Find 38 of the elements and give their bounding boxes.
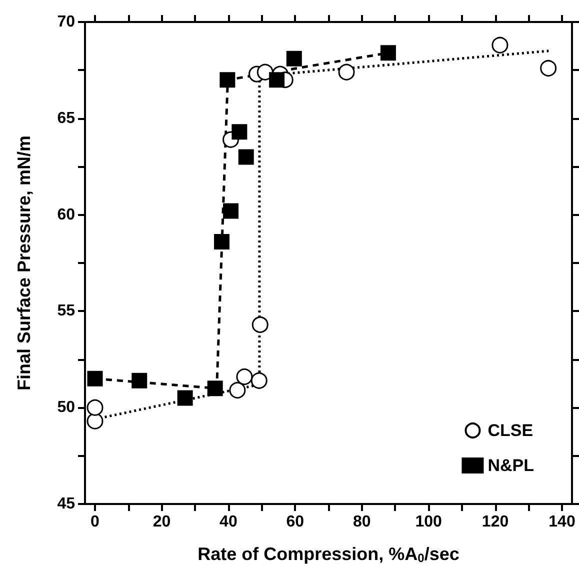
point <box>492 36 508 54</box>
y-tick-label: 55 <box>57 302 76 320</box>
point <box>229 382 246 398</box>
x-tick-label: 80 <box>352 514 371 530</box>
point <box>232 124 248 140</box>
y-tick-label: 50 <box>57 399 76 416</box>
point <box>86 399 104 416</box>
point <box>214 234 230 250</box>
point <box>380 45 396 61</box>
x-tick-label: 60 <box>286 514 304 530</box>
x-tick-label: 100 <box>415 514 442 530</box>
x-tick-label: 20 <box>152 514 171 530</box>
point <box>238 149 254 165</box>
x-tick-label: 120 <box>482 514 509 530</box>
point <box>269 72 285 88</box>
point <box>286 50 302 66</box>
x-tick-label: 0 <box>90 514 100 530</box>
y-tick-label: 65 <box>57 110 76 127</box>
point <box>177 390 193 406</box>
point <box>250 372 268 389</box>
point <box>223 203 239 219</box>
point <box>132 372 148 388</box>
y-tick-label: 60 <box>57 206 76 224</box>
y-axis-title: Final Surface Pressure, mN/m <box>14 135 34 391</box>
x-tick-label: 140 <box>548 514 576 530</box>
point <box>87 370 103 386</box>
legend-label: CLSE <box>488 421 534 440</box>
point <box>338 64 355 80</box>
point <box>540 60 557 77</box>
point <box>236 368 253 385</box>
x-tick-label: 40 <box>220 514 238 530</box>
point <box>252 316 268 333</box>
point <box>220 72 236 88</box>
point <box>207 380 223 396</box>
y-tick-label: 45 <box>57 496 76 512</box>
y-tick-label: 70 <box>57 14 76 30</box>
legend-label: N&PL <box>488 456 534 475</box>
point <box>86 412 104 430</box>
